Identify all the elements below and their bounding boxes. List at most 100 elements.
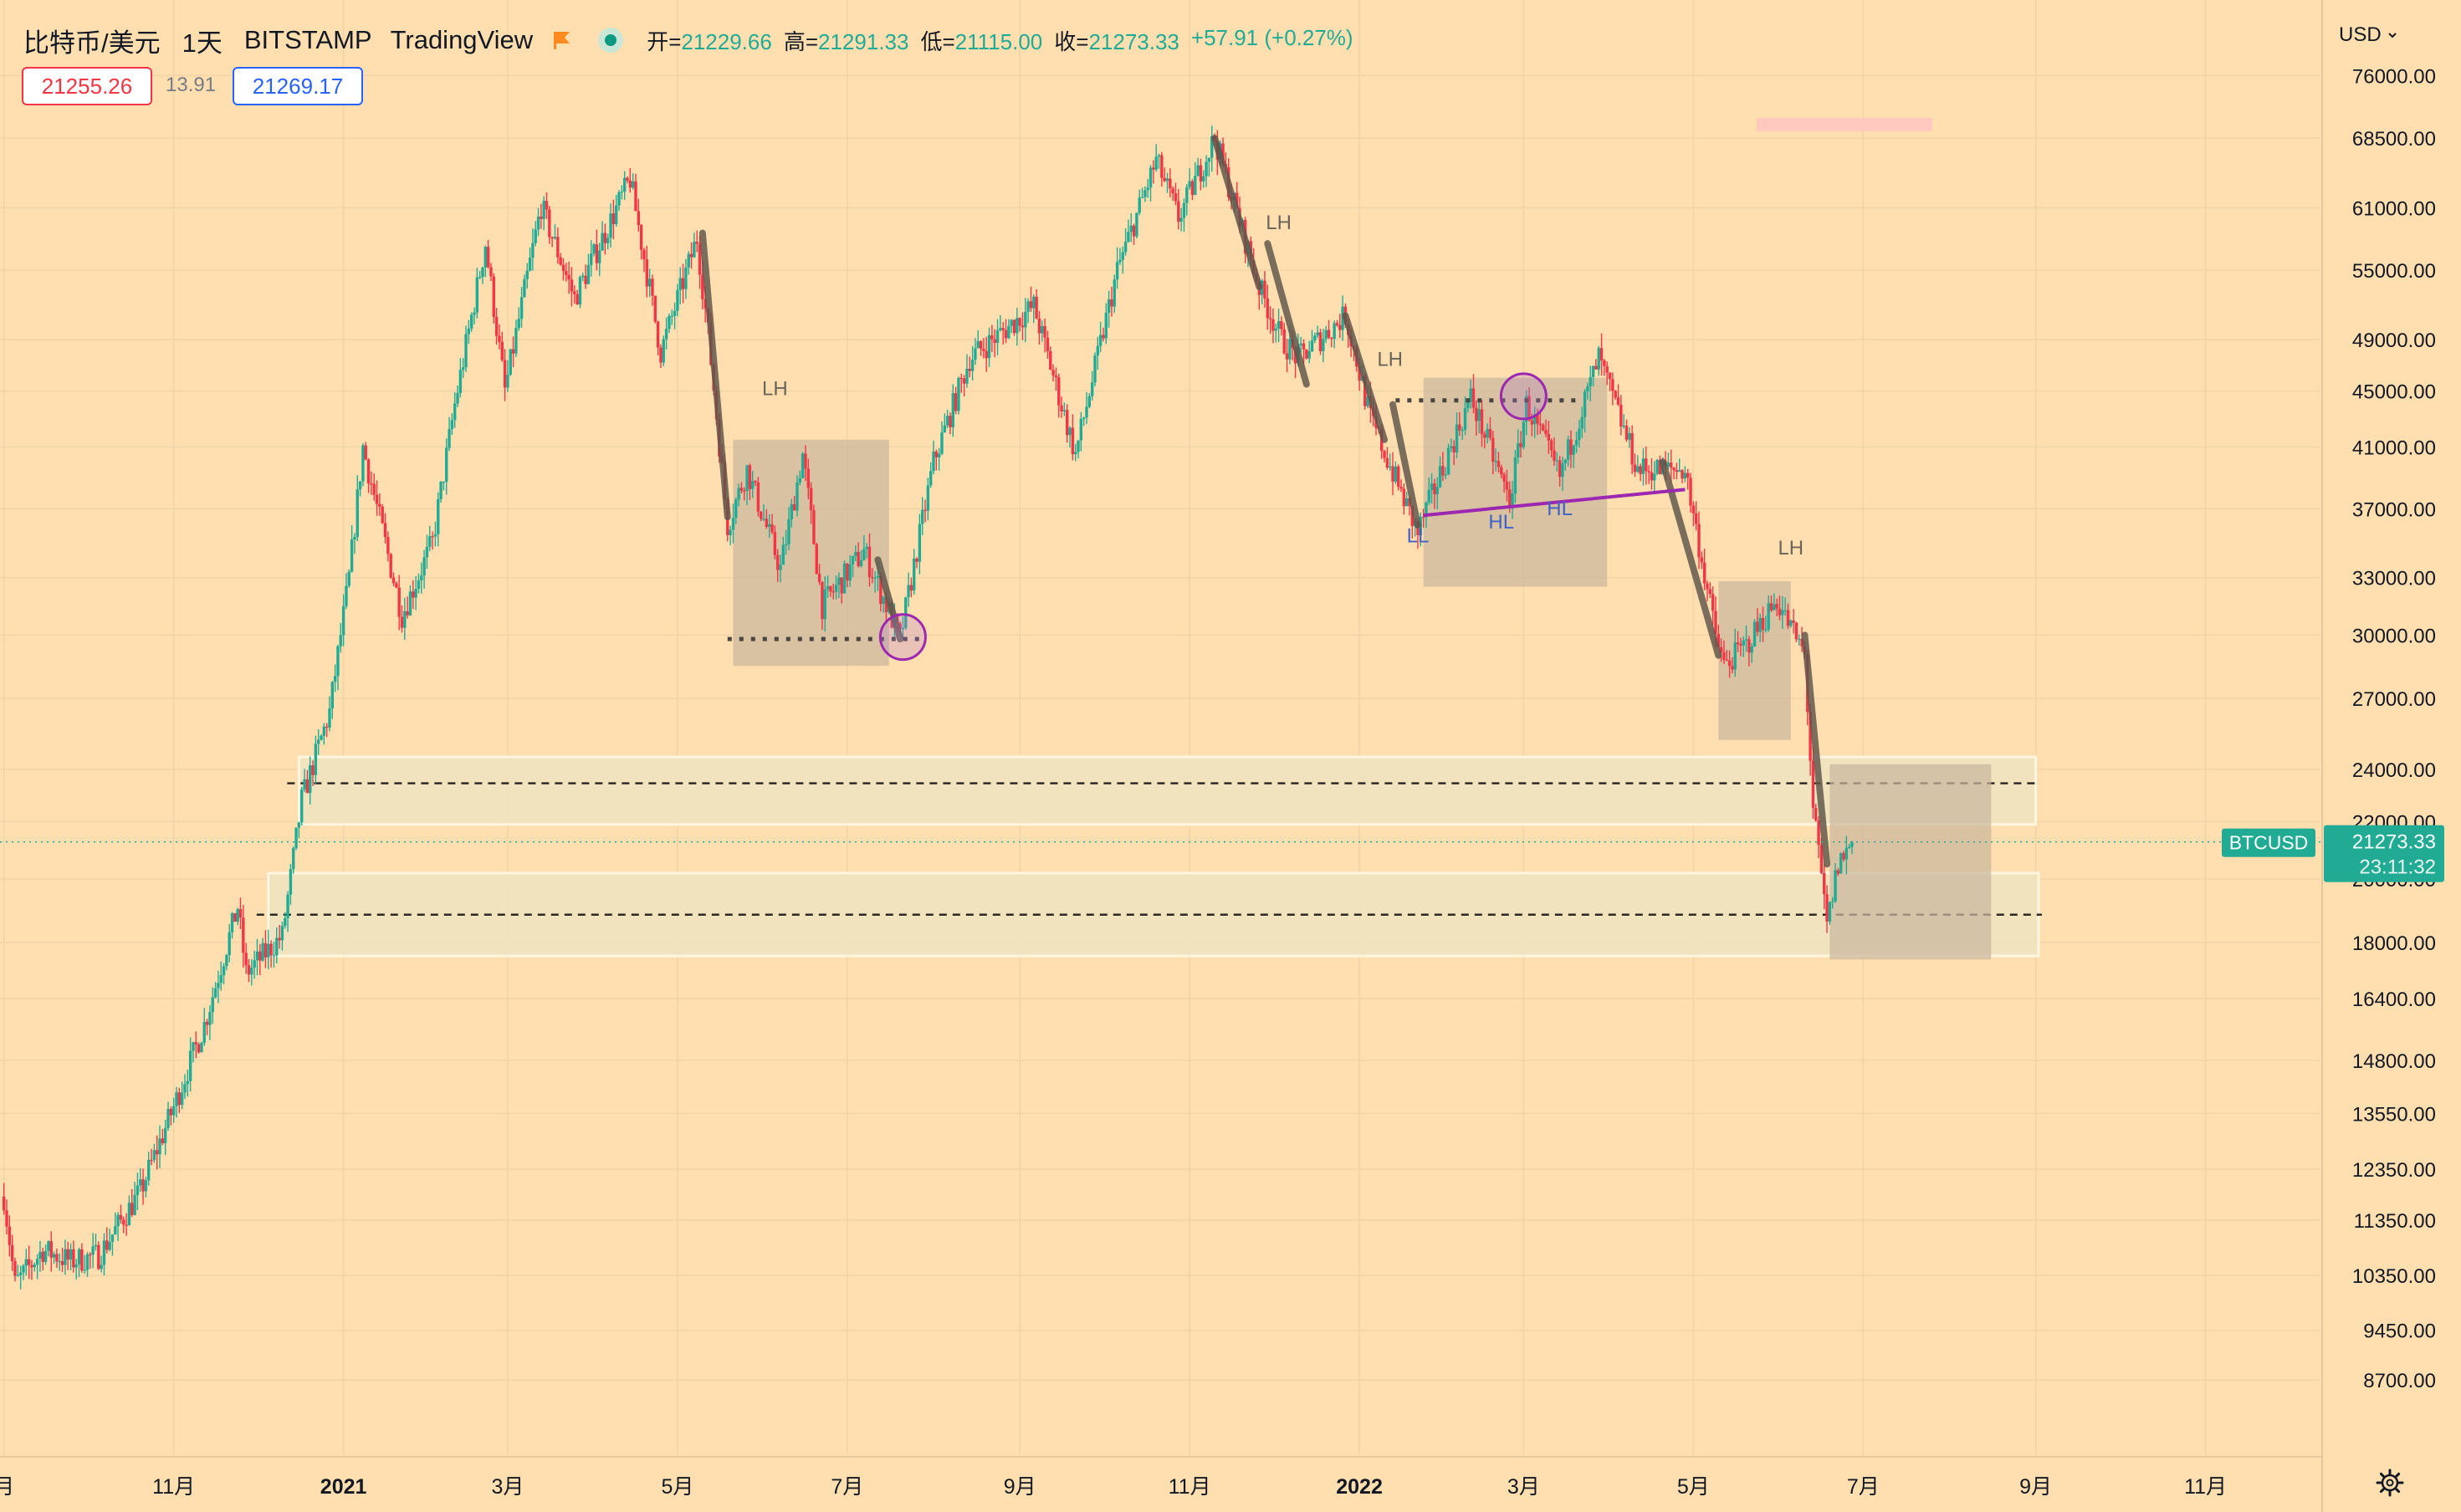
candle[interactable] — [670, 309, 673, 325]
candle[interactable] — [375, 480, 379, 516]
candle[interactable] — [578, 275, 582, 309]
candle[interactable] — [1844, 835, 1849, 875]
candle[interactable] — [1517, 429, 1520, 464]
candle[interactable] — [1024, 298, 1027, 343]
candle[interactable] — [1051, 364, 1055, 382]
candle[interactable] — [1085, 392, 1088, 425]
candle[interactable] — [1444, 467, 1447, 480]
candle[interactable] — [1597, 345, 1600, 376]
candle[interactable] — [1171, 186, 1174, 202]
candle[interactable] — [275, 927, 279, 964]
candle[interactable] — [1706, 580, 1709, 602]
candle[interactable] — [1624, 419, 1629, 442]
candle[interactable] — [840, 576, 843, 604]
candle[interactable] — [171, 1097, 176, 1123]
candle[interactable] — [1004, 319, 1008, 344]
candle[interactable] — [1814, 804, 1818, 822]
candle[interactable] — [1819, 838, 1824, 875]
candle[interactable] — [200, 1041, 203, 1053]
candle[interactable] — [976, 329, 980, 349]
candle[interactable] — [614, 194, 618, 227]
candle[interactable] — [1054, 367, 1058, 391]
candle[interactable] — [403, 597, 407, 641]
candle[interactable] — [448, 416, 451, 452]
candle[interactable] — [1798, 634, 1801, 646]
candle[interactable] — [567, 261, 570, 294]
swing-trend-line[interactable] — [1264, 240, 1310, 388]
candle[interactable] — [1549, 438, 1553, 458]
candle[interactable] — [1021, 312, 1025, 340]
candle[interactable] — [796, 475, 799, 517]
candle[interactable] — [817, 564, 821, 585]
candle[interactable] — [1452, 440, 1456, 466]
candle[interactable] — [1427, 478, 1430, 505]
candle[interactable] — [937, 447, 941, 471]
candle[interactable] — [656, 320, 660, 355]
candle[interactable] — [1104, 303, 1108, 345]
candle[interactable] — [550, 236, 554, 248]
candle[interactable] — [205, 1019, 209, 1035]
candle[interactable] — [1756, 608, 1759, 636]
candle[interactable] — [1043, 319, 1046, 353]
candle[interactable] — [188, 1037, 192, 1092]
candle[interactable] — [542, 196, 545, 231]
candle[interactable] — [391, 572, 396, 586]
candle[interactable] — [278, 925, 281, 949]
candle[interactable] — [55, 1248, 59, 1269]
candle[interactable] — [1708, 582, 1712, 599]
time-scale[interactable]: 月 11月 2021 3月 5月 7月 9月 11月 2022 3月 5月 7月 9月 11月 — [0, 1456, 2322, 1499]
candle[interactable] — [1152, 160, 1155, 184]
candle[interactable] — [1388, 453, 1392, 472]
candle[interactable] — [244, 942, 248, 974]
candle[interactable] — [130, 1188, 134, 1218]
candle[interactable] — [1441, 452, 1445, 482]
candle[interactable] — [1016, 307, 1019, 346]
candle[interactable] — [269, 940, 273, 968]
candle[interactable] — [458, 358, 463, 398]
candle[interactable] — [1823, 863, 1826, 910]
candle[interactable] — [987, 327, 991, 367]
candle[interactable] — [330, 681, 335, 719]
candle[interactable] — [175, 1086, 178, 1118]
candle[interactable] — [41, 1247, 44, 1271]
candle[interactable] — [1731, 656, 1734, 674]
market-status-icon[interactable] — [598, 28, 624, 53]
candle[interactable] — [1773, 593, 1776, 610]
candle[interactable] — [1458, 411, 1461, 437]
candle[interactable] — [467, 319, 471, 345]
candle[interactable] — [1132, 223, 1136, 245]
candle[interactable] — [1475, 400, 1478, 436]
candle[interactable] — [1653, 461, 1656, 492]
candle[interactable] — [584, 264, 587, 289]
sell-price-button[interactable]: 21255.26 — [22, 67, 152, 105]
candle[interactable] — [1210, 125, 1214, 172]
candle[interactable] — [1093, 352, 1097, 387]
candle[interactable] — [631, 173, 635, 190]
candle[interactable] — [695, 230, 698, 253]
candle[interactable] — [91, 1233, 95, 1269]
candle[interactable] — [1391, 452, 1394, 496]
candle[interactable] — [1538, 410, 1543, 434]
candle[interactable] — [999, 314, 1002, 332]
candle[interactable] — [1527, 387, 1531, 421]
candle[interactable] — [570, 267, 574, 307]
candle[interactable] — [1775, 598, 1778, 616]
candle[interactable] — [1012, 319, 1016, 336]
candle[interactable] — [284, 912, 287, 929]
candle[interactable] — [1486, 423, 1489, 444]
candle[interactable] — [1071, 414, 1075, 461]
candle[interactable] — [339, 622, 342, 653]
candle[interactable] — [72, 1240, 75, 1273]
candle[interactable] — [1569, 430, 1573, 468]
candle[interactable] — [305, 769, 310, 794]
candle[interactable] — [1825, 885, 1829, 933]
candle[interactable] — [871, 568, 874, 584]
candle[interactable] — [294, 827, 298, 850]
candle[interactable] — [1435, 477, 1439, 509]
candle[interactable] — [417, 573, 421, 594]
candle[interactable] — [422, 549, 426, 589]
candle[interactable] — [1594, 359, 1598, 370]
candle[interactable] — [1502, 472, 1506, 493]
candle[interactable] — [503, 349, 507, 401]
candle[interactable] — [1330, 337, 1333, 348]
